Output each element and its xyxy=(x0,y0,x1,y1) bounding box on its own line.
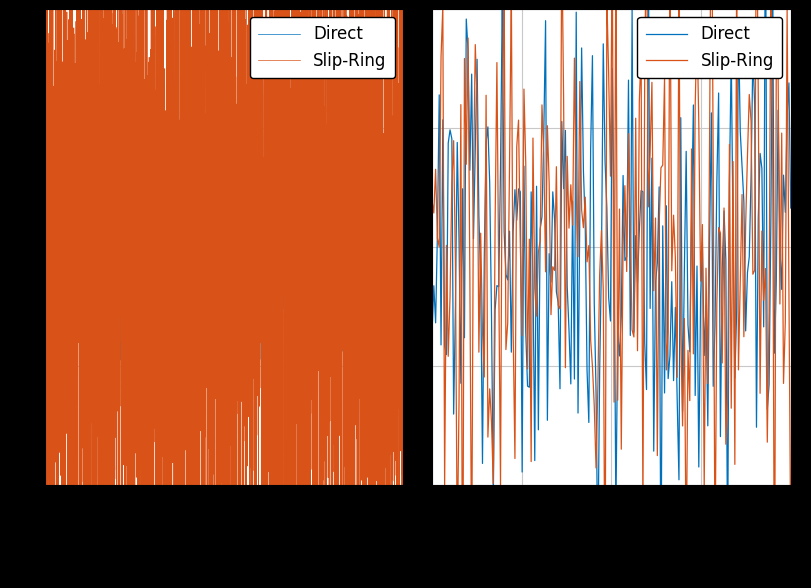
Slip-Ring xyxy=(759,296,769,303)
Line: Slip-Ring: Slip-Ring xyxy=(432,0,791,588)
Legend: Direct, Slip-Ring: Direct, Slip-Ring xyxy=(250,17,395,78)
Direct xyxy=(771,277,781,284)
Slip-Ring xyxy=(786,540,796,547)
Slip-Ring xyxy=(441,242,451,249)
Direct xyxy=(335,182,345,189)
Direct xyxy=(786,205,796,212)
Direct xyxy=(273,202,283,209)
Direct xyxy=(255,319,264,326)
Direct xyxy=(40,223,49,230)
Slip-Ring xyxy=(40,324,49,331)
Direct xyxy=(307,323,317,330)
Slip-Ring xyxy=(307,268,317,275)
Slip-Ring xyxy=(448,137,458,144)
Direct xyxy=(522,383,532,390)
Direct xyxy=(398,277,408,284)
Legend: Direct, Slip-Ring: Direct, Slip-Ring xyxy=(637,17,783,78)
Direct xyxy=(427,330,437,337)
Direct xyxy=(494,283,504,290)
Direct xyxy=(757,165,766,172)
Slip-Ring xyxy=(771,50,781,57)
Line: Slip-Ring: Slip-Ring xyxy=(45,0,403,588)
Direct xyxy=(177,155,187,162)
Slip-Ring xyxy=(335,141,345,148)
Line: Direct: Direct xyxy=(45,91,403,376)
Slip-Ring xyxy=(427,197,437,204)
Slip-Ring xyxy=(496,483,505,490)
Direct xyxy=(58,372,68,379)
Slip-Ring xyxy=(398,121,408,128)
Direct xyxy=(247,88,257,95)
Line: Direct: Direct xyxy=(432,0,791,588)
Direct xyxy=(105,158,114,165)
Direct xyxy=(441,351,451,358)
Direct xyxy=(448,410,458,417)
Slip-Ring xyxy=(525,236,534,243)
